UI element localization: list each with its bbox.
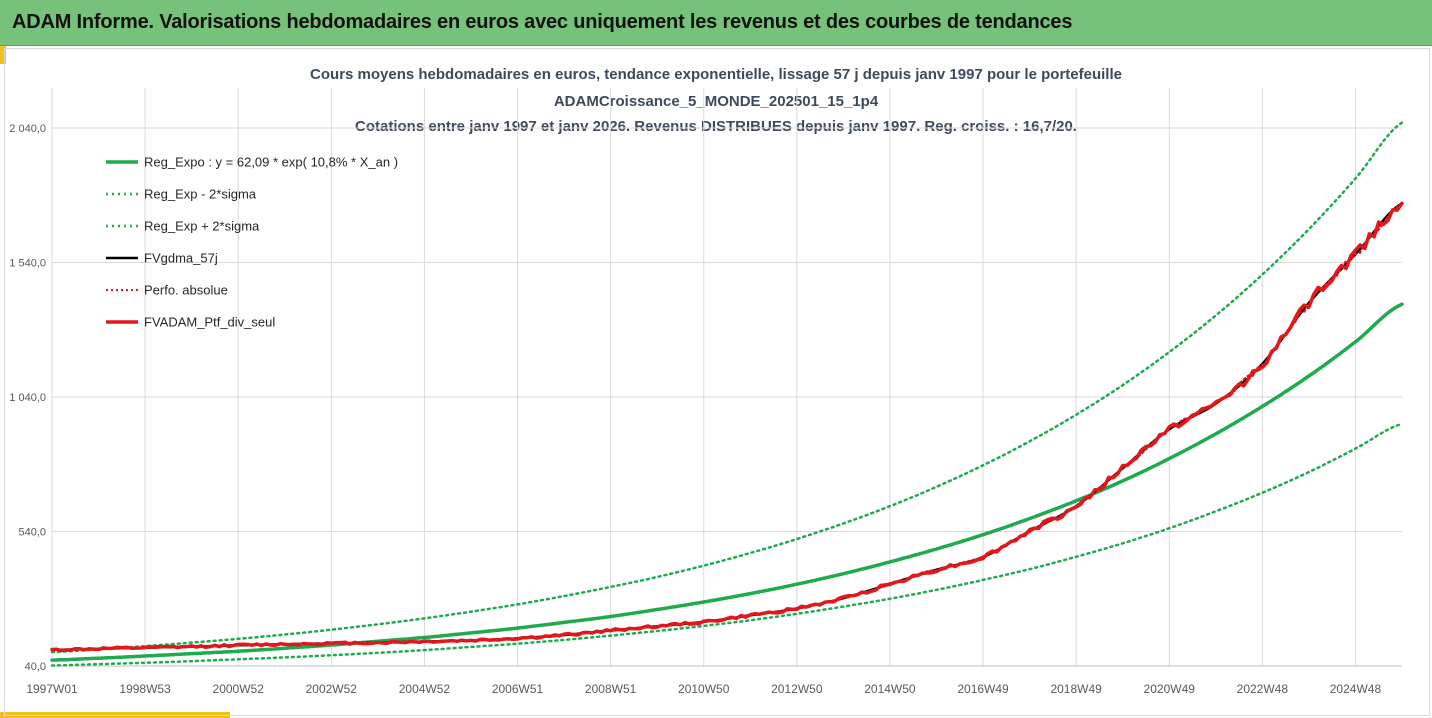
report-header: ADAM Informe. Valorisations hebdomadaire… [0, 0, 1432, 46]
series-group [50, 121, 1404, 667]
x-tick-label: 2022W48 [1237, 682, 1289, 696]
x-tick-label: 2024W48 [1330, 682, 1382, 696]
legend-label: Reg_Exp - 2*sigma [144, 187, 257, 202]
legend-label: FVgdma_57j [144, 251, 218, 266]
x-tick-label: 1998W53 [119, 682, 171, 696]
axes: 40,0 540,0 1 040,0 1 540,0 2 040,0 1997W01 199… [9, 123, 1402, 696]
y-tick-label: 540,0 [18, 527, 46, 539]
y-tick-label: 1 040,0 [9, 392, 46, 404]
y-tick-label: 40,0 [25, 661, 46, 673]
series-line-dotted-red [51, 202, 1403, 652]
legend-label: FVADAM_Ptf_div_seul [144, 315, 275, 330]
chart-frame [4, 48, 1430, 716]
x-tick-label: 2000W52 [213, 682, 265, 696]
report-title: ADAM Informe. Valorisations hebdomadaire… [12, 11, 1073, 33]
x-tick-label: 2012W50 [771, 682, 823, 696]
x-tick-label: 2002W52 [306, 682, 358, 696]
x-tick-label: 2004W52 [399, 682, 451, 696]
x-tick-label: 1997W01 [26, 682, 78, 696]
chart-title-line-3: Cotations entre janv 1997 et janv 2026. … [355, 118, 1077, 135]
x-tick-label: 2018W49 [1050, 682, 1102, 696]
chart-title-line-1: Cours moyens hebdomadaires en euros, ten… [310, 66, 1122, 83]
x-tick-label: 2010W50 [678, 682, 730, 696]
legend: Reg_Expo : y = 62,09 * exp( 10,8% * X_an… [106, 155, 398, 330]
series-line-solid-red [50, 201, 1404, 653]
x-tick-label: 2014W50 [864, 682, 916, 696]
y-tick-label: 1 540,0 [9, 258, 46, 270]
x-tick-label: 2016W49 [957, 682, 1009, 696]
legend-label: Perfo. absolue [144, 283, 228, 298]
x-tick-label: 2020W49 [1144, 682, 1196, 696]
x-tick-label: 2006W51 [492, 682, 544, 696]
series-line-solid-black [50, 202, 1404, 652]
legend-label: Reg_Exp + 2*sigma [144, 219, 260, 234]
x-tick-label: 2008W51 [585, 682, 637, 696]
accent-bar-top [0, 46, 6, 64]
y-tick-label: 2 040,0 [9, 123, 46, 135]
legend-label: Reg_Expo : y = 62,09 * exp( 10,8% * X_an… [144, 155, 398, 170]
series-line-dotted-green [50, 121, 1404, 654]
series-line-solid-green [50, 302, 1404, 662]
gridlines [51, 88, 1402, 667]
series-line-dotted-green [50, 422, 1404, 667]
